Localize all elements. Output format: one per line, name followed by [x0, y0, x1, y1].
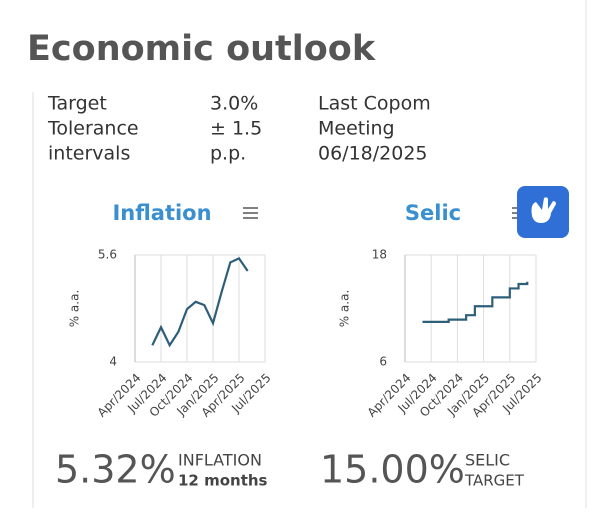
info-text: intervals [48, 143, 130, 165]
menu-icon[interactable] [512, 207, 517, 219]
accessibility-button[interactable] [517, 186, 569, 238]
y-tick-label: 4 [109, 355, 117, 369]
indicator-sublabel: TARGET [464, 472, 525, 490]
y-axis-label: % a.a. [338, 290, 352, 328]
indicator-sublabel: 12 months [178, 472, 268, 490]
info-text: Target [47, 93, 107, 115]
info-text: 3.0% [210, 93, 258, 115]
indicator-value: 5.32% [55, 448, 176, 492]
indicator-label: INFLATION [178, 451, 262, 470]
y-tick-label: 6 [379, 355, 387, 369]
indicator-value: 15.00% [320, 448, 465, 492]
info-text: Tolerance [47, 118, 139, 140]
chart-title: Selic [405, 201, 461, 225]
accessibility-hand[interactable] [531, 197, 557, 223]
data-line [422, 281, 529, 323]
y-tick-label: 5.6 [98, 248, 117, 262]
info-text: 06/18/2025 [318, 143, 428, 165]
info-text: p.p. [210, 143, 246, 165]
info-text: ± 1.5 [210, 118, 262, 140]
y-axis-label: % a.a. [68, 290, 82, 328]
y-tick-label: 18 [372, 248, 387, 262]
info-text: Last Copom [318, 93, 431, 115]
page-title: Economic outlook [27, 29, 376, 69]
info-text: Meeting [318, 118, 395, 140]
data-line [151, 256, 249, 348]
chart-title: Inflation [112, 201, 211, 225]
menu-icon[interactable] [243, 207, 258, 219]
indicator-label: SELIC [465, 451, 510, 470]
